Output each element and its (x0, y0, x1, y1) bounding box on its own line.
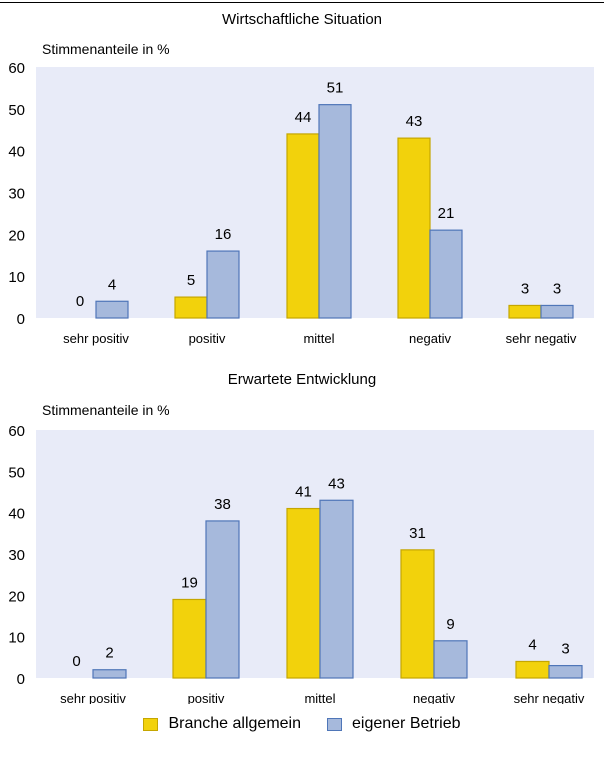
bar-betrieb (206, 250, 240, 319)
bar-betrieb (429, 229, 463, 319)
y-tick-label: 40 (8, 506, 25, 523)
bar-betrieb (318, 104, 352, 319)
data-label-betrieb: 16 (215, 226, 232, 243)
chart-title: Wirtschaftliche Situation (222, 11, 382, 28)
data-label-betrieb: 3 (561, 641, 569, 658)
legend-label-branche: Branche allgemein (168, 715, 301, 732)
bar-branche (515, 660, 550, 679)
y-tick-label: 30 (8, 547, 25, 564)
y-tick-label: 0 (17, 311, 25, 328)
x-category-label: negativ (409, 331, 451, 346)
y-tick-label: 30 (8, 186, 25, 203)
data-label-branche: 0 (76, 293, 84, 310)
data-label-betrieb: 9 (446, 616, 454, 633)
data-label-branche: 44 (295, 109, 312, 126)
legend-label-betrieb: eigener Betrieb (352, 715, 461, 732)
bar-betrieb (540, 304, 574, 319)
y-tick-label: 60 (8, 423, 25, 440)
bar-betrieb (548, 664, 583, 679)
data-label-branche: 3 (521, 280, 529, 297)
y-tick-label: 20 (8, 588, 25, 605)
y-tick-label: 60 (8, 60, 25, 77)
y-tick-label: 50 (8, 464, 25, 481)
x-category-label: sehr positiv (63, 331, 129, 346)
data-label-branche: 0 (72, 653, 80, 670)
x-category-label: sehr positiv (60, 691, 126, 704)
legend-item-branche: Branche allgemein (143, 715, 301, 733)
x-category-label: positiv (188, 691, 225, 704)
data-label-branche: 43 (406, 113, 423, 130)
x-category-label: sehr negativ (506, 331, 577, 346)
y-tick-label: 10 (8, 630, 25, 647)
bar-charts: Wirtschaftliche Situation Stimmenanteile … (8, 11, 594, 704)
data-label-betrieb: 43 (328, 475, 345, 492)
data-label-betrieb: 3 (553, 280, 561, 297)
data-label-betrieb: 51 (327, 80, 344, 97)
data-label-betrieb: 21 (438, 205, 455, 222)
data-label-branche: 5 (187, 272, 195, 289)
data-label-branche: 4 (528, 636, 536, 653)
legend-swatch-betrieb (327, 717, 342, 731)
bar-branche (286, 133, 320, 319)
legend-swatch-branche (143, 717, 159, 731)
data-label-branche: 31 (409, 525, 426, 542)
legend-item-betrieb: eigener Betrieb (327, 715, 461, 733)
bar-branche (400, 549, 435, 679)
x-category-label: positiv (189, 331, 226, 346)
data-label-betrieb: 38 (214, 496, 231, 513)
x-category-label: mittel (304, 691, 335, 704)
y-tick-label: 50 (8, 102, 25, 119)
data-label-betrieb: 2 (105, 645, 113, 662)
y-tick-label: 20 (8, 227, 25, 244)
y-tick-label: 0 (17, 671, 25, 688)
bar-branche (172, 598, 207, 679)
top-rule (0, 2, 604, 3)
data-label-branche: 19 (181, 574, 198, 591)
bar-betrieb (319, 499, 354, 679)
bar-betrieb (433, 640, 468, 679)
legend: Branche allgemein eigener Betrieb (0, 704, 604, 744)
bar-branche (174, 296, 208, 319)
bar-betrieb (95, 300, 129, 319)
y-axis-label: Stimmenanteile in % (42, 402, 170, 418)
x-category-label: mittel (303, 331, 334, 346)
data-label-betrieb: 4 (108, 276, 116, 293)
data-label-branche: 41 (295, 484, 312, 501)
chart-title: Erwartete Entwicklung (228, 371, 376, 388)
x-category-label: sehr negativ (514, 691, 585, 704)
x-category-label: negativ (413, 691, 455, 704)
bar-betrieb (205, 520, 240, 679)
bar-branche (397, 137, 431, 319)
bar-branche (508, 304, 542, 319)
y-tick-label: 40 (8, 144, 25, 161)
bar-betrieb (92, 669, 127, 679)
y-tick-label: 10 (8, 269, 25, 286)
y-axis-label: Stimmenanteile in % (42, 41, 170, 57)
bar-branche (286, 507, 321, 679)
